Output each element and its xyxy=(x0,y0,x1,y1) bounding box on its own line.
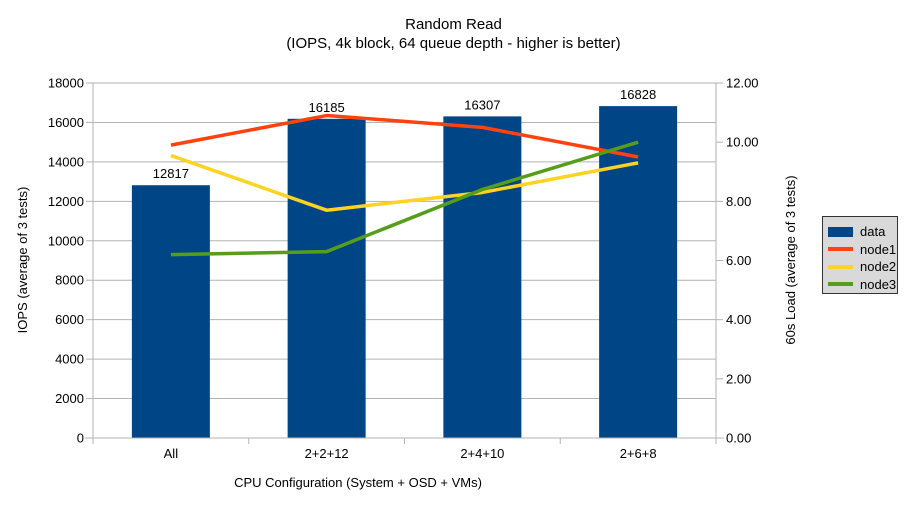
bar-value-label: 16307 xyxy=(464,97,500,112)
legend-item-node2: node2 xyxy=(828,258,897,276)
chart-subtitle: (IOPS, 4k block, 64 queue depth - higher… xyxy=(286,35,621,52)
axes-layer xyxy=(85,82,724,444)
bar-value-label: 16185 xyxy=(309,100,345,115)
right-tick-label: 6.00 xyxy=(726,253,751,268)
lines-layer xyxy=(170,113,639,257)
left-tick-label: 16000 xyxy=(48,115,84,130)
chart-title: Random Read xyxy=(405,16,502,33)
legend-label: node1 xyxy=(860,241,897,257)
legend-swatch-node3 xyxy=(828,282,853,287)
labels-layer: 0 2000 4000 6000 8000 10000 12000 14000 16000 180… xyxy=(48,76,759,462)
bar xyxy=(599,106,678,438)
category-label: 2+6+8 xyxy=(620,446,657,461)
left-tick-label: 18000 xyxy=(48,76,84,91)
left-tick-label: 8000 xyxy=(55,273,84,288)
left-tick-label: 6000 xyxy=(55,312,84,327)
chart-header: Random Read (IOPS, 4k block, 64 queue de… xyxy=(0,15,907,53)
category-label: 2+2+12 xyxy=(305,446,349,461)
series-line-node3 xyxy=(170,140,639,257)
bar xyxy=(443,116,522,439)
bar xyxy=(287,118,366,438)
legend: data node1 node2 node3 xyxy=(822,216,898,294)
category-label: 2+4+10 xyxy=(460,446,504,461)
bar xyxy=(131,185,210,438)
right-tick-label: 4.00 xyxy=(726,312,751,327)
bar-value-label: 16828 xyxy=(620,87,656,102)
legend-swatch-node2 xyxy=(828,264,853,269)
legend-label: node2 xyxy=(860,259,897,275)
x-axis-title: CPU Configuration (System + OSD + VMs) xyxy=(234,475,482,490)
right-axis-title: 60s Load (average of 3 tests) xyxy=(783,175,798,344)
left-tick-label: 10000 xyxy=(48,233,84,248)
left-tick-label: 2000 xyxy=(55,391,84,406)
left-tick-label: 14000 xyxy=(48,154,84,169)
bar-value-label: 12817 xyxy=(153,166,189,181)
legend-label: data xyxy=(860,224,886,240)
category-label: All xyxy=(164,446,179,461)
legend-item-node3: node3 xyxy=(828,276,897,294)
legend-label: node3 xyxy=(860,276,897,292)
right-tick-label: 0.00 xyxy=(726,431,751,446)
series-line-node1 xyxy=(170,113,639,159)
legend-swatch-node1 xyxy=(828,247,853,252)
right-tick-label: 2.00 xyxy=(726,371,751,386)
right-tick-label: 12.00 xyxy=(726,76,759,91)
left-tick-label: 0 xyxy=(77,431,84,446)
left-tick-label: 12000 xyxy=(48,194,84,209)
right-tick-label: 10.00 xyxy=(726,135,759,150)
left-tick-label: 4000 xyxy=(55,352,84,367)
legend-swatch-data xyxy=(828,226,853,237)
bars-layer xyxy=(131,106,678,439)
series-line-node2 xyxy=(170,153,639,212)
legend-item-node1: node1 xyxy=(828,241,897,259)
legend-item-data: data xyxy=(828,223,895,241)
right-tick-label: 8.00 xyxy=(726,194,751,209)
left-axis-title: IOPS (average of 3 tests) xyxy=(15,187,30,334)
